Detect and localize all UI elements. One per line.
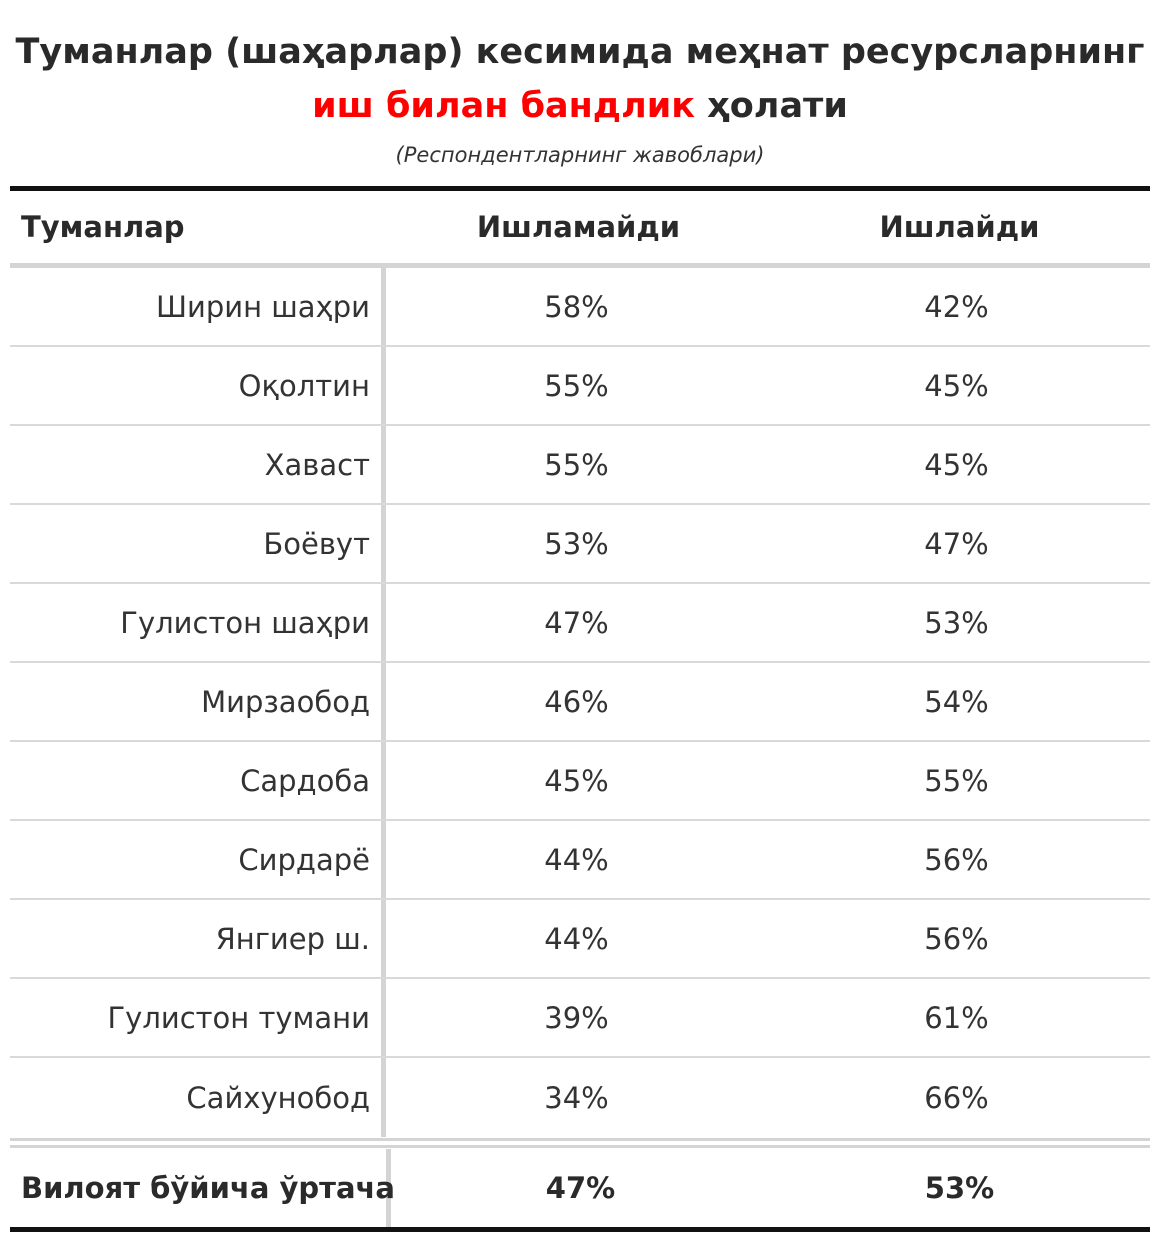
table-row: Сайхунобод 34% 66% (10, 1058, 1150, 1137)
cell-working: 56% (924, 842, 989, 877)
page-title-line2: иш билан бандлик ҳолати (0, 84, 1160, 128)
cell-working: 54% (924, 684, 989, 719)
table-row: Оқолтин 55% 45% (10, 347, 1150, 426)
table-row: Мирзаобод 46% 54% (10, 663, 1150, 742)
footer-double-rule (10, 1137, 1150, 1149)
table-row: Гулистон шаҳри 47% 53% (10, 584, 1150, 663)
cell-not-working: 53% (544, 526, 609, 561)
cell-not-working: 47% (544, 605, 609, 640)
cell-district: Гулистон шаҳри (10, 584, 386, 661)
cell-district: Ширин шаҳри (10, 268, 386, 345)
cell-working: 61% (924, 1000, 989, 1035)
cell-district: Хаваст (10, 426, 386, 503)
cell-not-working: 46% (544, 684, 609, 719)
title-rest: ҳолати (695, 86, 848, 126)
cell-district: Сардоба (10, 742, 386, 819)
cell-district: Сайхунобод (10, 1058, 386, 1137)
header-not-working: Ишламайди (476, 210, 681, 244)
cell-not-working: 55% (544, 368, 609, 403)
cell-not-working: 39% (544, 1000, 609, 1035)
table-row: Боёвут 53% 47% (10, 505, 1150, 584)
cell-working: 45% (924, 368, 989, 403)
header-district: Туманлар (21, 210, 185, 244)
cell-working: 47% (924, 526, 989, 561)
cell-working: 45% (924, 447, 989, 482)
table-bottom-rule (10, 1227, 1150, 1232)
footer-working: 53% (924, 1171, 995, 1205)
page-subtitle: (Респондентларнинг жавоблари) (395, 143, 765, 167)
cell-district: Мирзаобод (10, 663, 386, 740)
title-block: Туманлар (шаҳарлар) кесимида меҳнат ресу… (0, 0, 1160, 168)
footer-not-working: 47% (545, 1171, 616, 1205)
cell-not-working: 44% (544, 921, 609, 956)
cell-district: Гулистон тумани (10, 979, 386, 1056)
employment-table: Туманлар Ишламайди Ишлайди Ширин шаҳри 58… (10, 186, 1150, 1232)
cell-working: 53% (924, 605, 989, 640)
table-row: Сирдарё 44% 56% (10, 821, 1150, 900)
table-row: Гулистон тумани 39% 61% (10, 979, 1150, 1058)
cell-district: Янгиер ш. (10, 900, 386, 977)
cell-not-working: 55% (544, 447, 609, 482)
title-highlight: иш билан бандлик (312, 86, 695, 126)
table-top-rule (10, 186, 1150, 191)
cell-not-working: 45% (544, 763, 609, 798)
cell-working: 55% (924, 763, 989, 798)
cell-district: Боёвут (10, 505, 386, 582)
table-body: Ширин шаҳри 58% 42% Оқолтин 55% 45% Хаваст 55… (10, 268, 1150, 1137)
cell-district: Оқолтин (10, 347, 386, 424)
cell-not-working: 58% (544, 289, 609, 324)
table-row: Ширин шаҳри 58% 42% (10, 268, 1150, 347)
cell-working: 56% (924, 921, 989, 956)
page-title-line1: Туманлар (шаҳарлар) кесимида меҳнат ресу… (15, 32, 1145, 72)
table-row: Хаваст 55% 45% (10, 426, 1150, 505)
header-working: Ишлайди (879, 210, 1040, 244)
cell-district: Сирдарё (10, 821, 386, 898)
table-row: Янгиер ш. 44% 56% (10, 900, 1150, 979)
table-header-row: Туманлар Ишламайди Ишлайди (10, 191, 1150, 263)
footer-district: Вилоят бўйича ўртача (10, 1149, 395, 1227)
table-footer-row: Вилоят бўйича ўртача 47% 53% (10, 1149, 1150, 1227)
cell-not-working: 44% (544, 842, 609, 877)
cell-working: 42% (924, 289, 989, 324)
table-row: Сардоба 45% 55% (10, 742, 1150, 821)
cell-not-working: 34% (544, 1080, 609, 1115)
cell-working: 66% (924, 1080, 989, 1115)
header-rule (10, 263, 1150, 268)
